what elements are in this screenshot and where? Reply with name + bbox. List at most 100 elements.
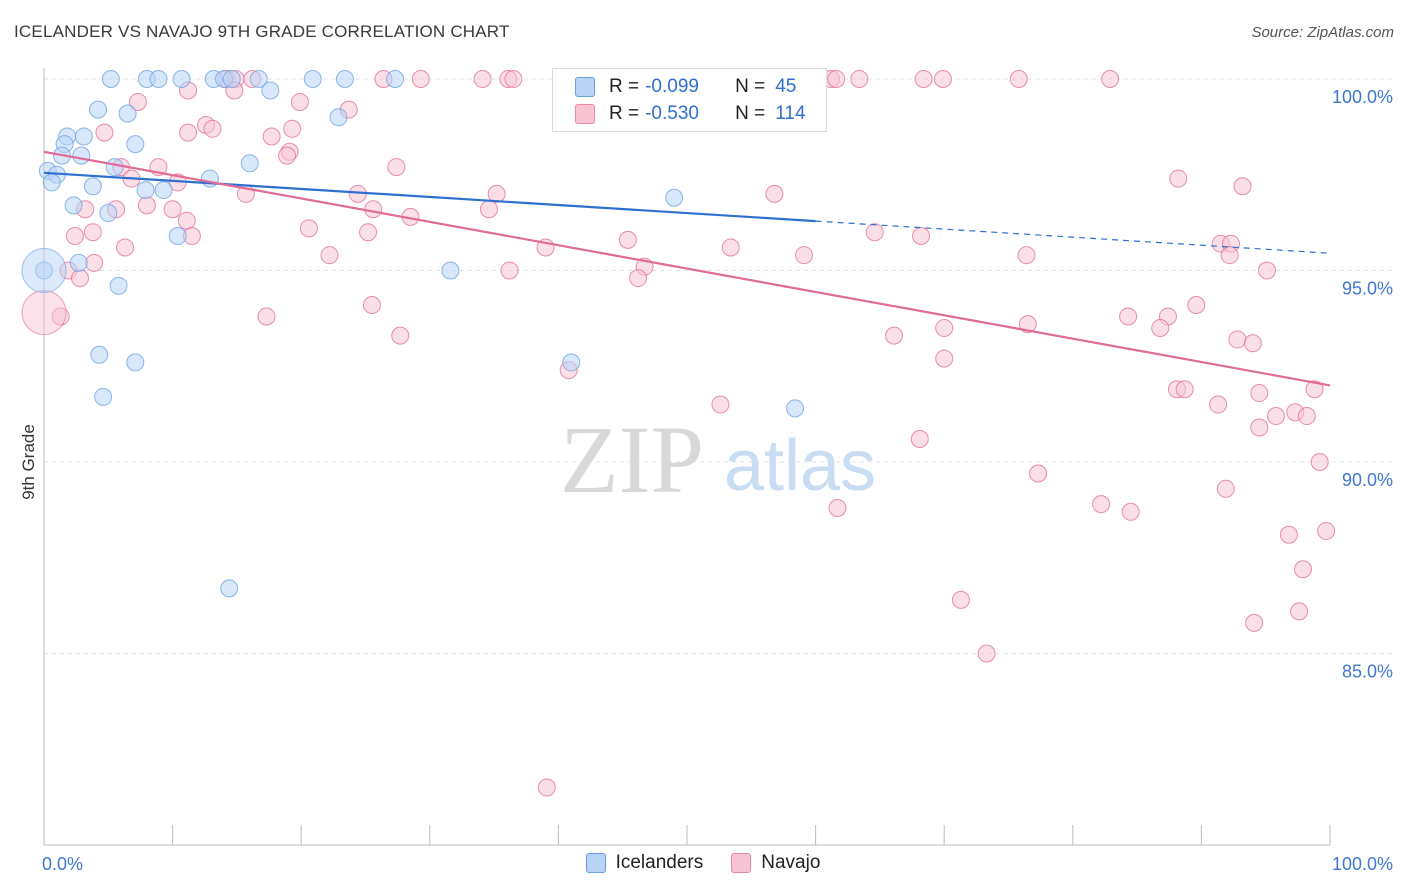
legend-n-value: 114 [775, 103, 806, 124]
navajo-point [1310, 453, 1329, 471]
axes [43, 68, 1331, 846]
navajo-point [951, 590, 970, 609]
legend-item-navajo[interactable]: Navajo [731, 852, 820, 874]
icelander-point-large [21, 248, 67, 293]
icelander-point [149, 70, 168, 88]
stats-legend: R = -0.099 N = 45 R = -0.530 N = 114 [552, 68, 827, 132]
navajo-point [387, 158, 406, 177]
icelander-point [261, 81, 280, 100]
navajo-point [137, 196, 156, 215]
navajo-point [1175, 380, 1194, 399]
legend-n-label: N = [735, 76, 766, 97]
navajo-point [912, 227, 931, 246]
icelander-point [335, 70, 354, 88]
navajo-point [95, 123, 114, 142]
navajo-point [765, 184, 784, 203]
navajo-point [1209, 395, 1228, 414]
navajo-point [320, 246, 339, 265]
x-tick-label: 100.0% [1332, 854, 1393, 874]
navajo-point [1121, 502, 1140, 521]
legend-swatch-icelanders [585, 853, 606, 873]
navajo-point [163, 200, 182, 219]
icelander-point [154, 181, 173, 200]
navajo-point [278, 146, 297, 165]
axis-labels: 85.0% 90.0% 95.0% 100.0% 0.0% 100.0% 9th Grade [19, 87, 1393, 874]
legend-r-label: R = [609, 76, 640, 97]
navajo-point [203, 119, 222, 138]
legend-row-navajo: R = -0.530 N = 114 [575, 102, 806, 126]
source-credit: Source: ZipAtlas.com [1251, 24, 1394, 41]
icelander-point [126, 135, 145, 154]
icelander-point [386, 70, 405, 88]
legend-swatch-navajo [731, 853, 752, 873]
icelander-point [94, 387, 113, 406]
legend-row-icelanders: R = -0.099 N = 45 [575, 75, 796, 99]
navajo-point [1293, 560, 1312, 579]
icelander-point [74, 127, 93, 146]
navajo-point [618, 230, 637, 249]
navajo-point [1029, 464, 1048, 483]
icelander-point [562, 353, 581, 372]
icelander-point [441, 261, 460, 280]
navajo-point [828, 498, 847, 517]
icelander-point [329, 108, 348, 127]
navajo-point [411, 70, 430, 88]
navajo-point [1018, 315, 1037, 334]
legend-r-value: -0.099 [645, 76, 699, 97]
icelander-point [90, 345, 109, 364]
navajo-point [1017, 246, 1036, 265]
legend-swatch-navajo [575, 104, 595, 124]
trend-lines [43, 150, 1331, 387]
navajo-point [85, 253, 104, 272]
navajo-point [65, 227, 84, 246]
navajo-point [359, 223, 378, 242]
navajo-point [827, 70, 846, 88]
navajo-point [500, 261, 519, 280]
navajo-point [1266, 407, 1285, 426]
icelander-point [786, 399, 805, 418]
icelander-point [220, 579, 239, 598]
navajo-point [1317, 521, 1336, 540]
watermark-atlas: atlas [724, 426, 876, 506]
navajo-point [1245, 613, 1264, 632]
legend-n-value: 45 [775, 76, 797, 97]
icelander-point [83, 177, 102, 196]
navajo-point [299, 219, 318, 238]
icelander-point [101, 70, 120, 88]
navajo-point [1169, 169, 1188, 188]
navajo-point [914, 70, 933, 88]
icelander-point [222, 70, 241, 88]
navajo-point [262, 127, 281, 146]
icelander-point [168, 227, 187, 246]
navajo-point [71, 269, 90, 288]
navajo-point [1290, 602, 1309, 621]
navajo-point [795, 246, 814, 265]
navajo-point [1187, 295, 1206, 314]
navajo-point [362, 295, 381, 314]
navajo-point [935, 349, 954, 368]
navajo-point [1151, 318, 1170, 337]
icelander-point [89, 100, 108, 119]
data-points [21, 70, 1336, 797]
legend-swatch-icelanders [575, 77, 595, 97]
navajo-point [850, 70, 869, 88]
navajo-point [933, 70, 952, 88]
navajo-point [1250, 384, 1269, 403]
watermark-zip: ZIP [560, 406, 704, 513]
navajo-point [177, 211, 196, 230]
navajo-point [128, 92, 147, 111]
navajo-point [116, 238, 135, 257]
icelander-trend-solid [43, 171, 816, 223]
navajo-point [1228, 330, 1247, 349]
icelander-point [105, 158, 124, 177]
navajo-point [479, 200, 498, 219]
navajo-point [1119, 307, 1138, 326]
icelander-point [42, 173, 61, 192]
y-axis-label: 9th Grade [19, 424, 38, 500]
legend-item-icelanders[interactable]: Icelanders [585, 852, 703, 874]
navajo-point [629, 269, 648, 288]
navajo-point [1305, 380, 1324, 399]
navajo-point [935, 318, 954, 337]
navajo-point-large [21, 290, 67, 336]
